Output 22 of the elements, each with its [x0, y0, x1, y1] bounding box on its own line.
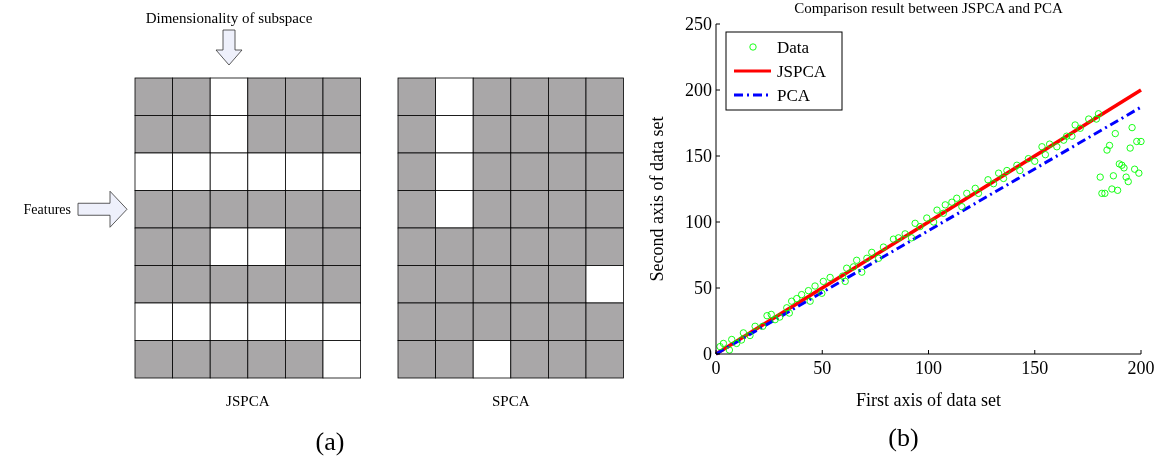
text: (b): [888, 423, 919, 452]
legend-label: JSPCA: [777, 62, 827, 81]
y-tick-label: 50: [694, 278, 712, 298]
x-tick-label: 150: [1021, 358, 1049, 378]
y-tick-label: 150: [685, 146, 712, 166]
x-axis-title: First axis of data set: [856, 390, 1001, 410]
text: Dimensionality of subspace: [145, 10, 313, 26]
chart-title: Comparison result between JSPCA and PCA: [794, 0, 1064, 16]
legend-label: PCA: [777, 86, 811, 105]
text: Features: [23, 202, 71, 218]
y-tick-label: 0: [703, 344, 712, 364]
x-tick-label: 200: [1127, 358, 1155, 378]
y-tick-label: 250: [685, 14, 712, 34]
x-tick-label: 50: [813, 358, 832, 378]
text: SPCA: [492, 393, 530, 409]
y-tick-label: 200: [685, 80, 712, 100]
text: (a): [315, 427, 345, 456]
y-axis-title: Second axis of data set: [647, 116, 667, 282]
y-tick-label: 100: [685, 212, 712, 232]
legend-label: Data: [777, 38, 810, 57]
text: JSPCA: [226, 393, 270, 409]
x-tick-label: 100: [915, 358, 942, 378]
